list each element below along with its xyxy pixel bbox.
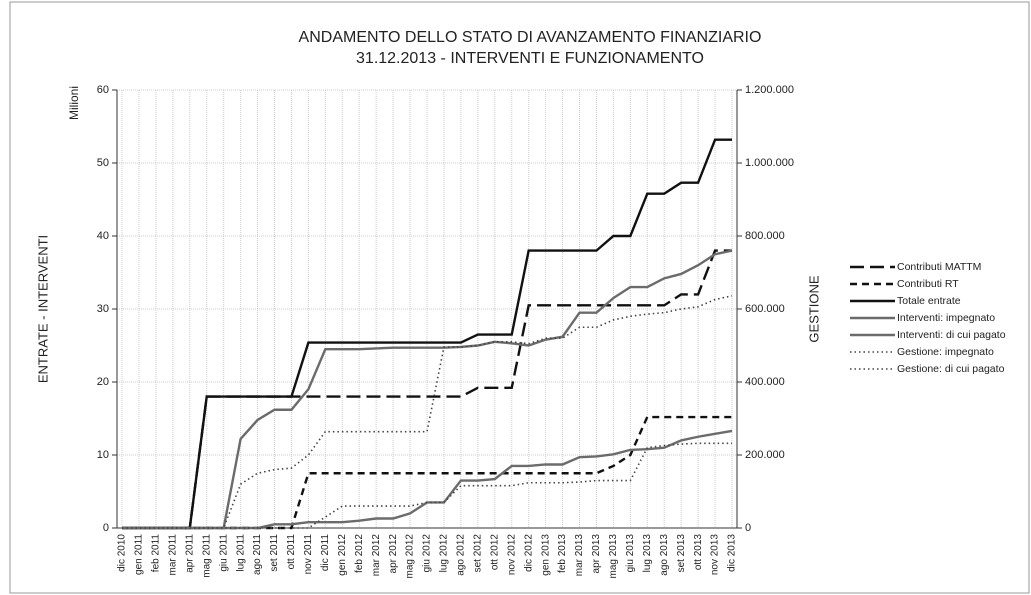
y2-tick-label: 1.000.000 [745,157,794,169]
y-tick-label: 30 [97,303,109,315]
x-tick-label: giu 2011 [218,534,229,572]
x-tick-label: apr 2011 [184,534,195,573]
y-axis-unit: Milioni [67,86,81,120]
y-axis-label: ENTRATE - INTERVENTI [35,235,50,383]
x-tick-label: gen 2013 [540,534,551,576]
series-line [122,429,733,530]
legend-label: Interventi: di cui pagato [897,329,1006,341]
y2-tick-label: 600.000 [745,303,785,315]
y2-axis-label: GESTIONE [806,275,821,343]
x-tick-label: feb 2013 [557,534,568,573]
chart-border [9,1,1030,594]
x-tick-label: dic 2013 [727,534,738,572]
legend-label: Totale entrate [897,295,961,307]
y2-tick-label: 800.000 [745,230,785,242]
x-tick-label: gen 2011 [134,534,145,575]
x-tick-label: nov 2013 [710,534,721,576]
x-tick-label: dic 2011 [320,534,331,572]
x-tick-label: ago 2011 [252,534,263,575]
x-tick-label: apr 2012 [388,534,399,574]
x-tick-label: ott 2011 [286,534,297,570]
x-tick-label: set 2012 [472,534,483,573]
legend-label: Contributi MATTM [897,261,981,273]
y-tick-label: 60 [97,84,109,96]
x-tick-label: ago 2013 [659,534,670,576]
x-tick-label: apr 2013 [591,534,602,574]
x-tick-label: dic 2010 [117,534,128,572]
x-tick-label: mag 2013 [608,534,619,579]
x-tick-label: feb 2011 [151,534,162,573]
series-line [122,442,732,529]
x-tick-label: mag 2011 [201,534,212,578]
x-tick-label: nov 2011 [303,534,314,575]
y-tick-label: 20 [97,376,109,388]
legend-label: Gestione: impegnato [897,346,994,358]
chart-title: 31.12.2013 - INTERVENTI E FUNZIONAMENTO [356,50,704,67]
y-tick-label: 0 [103,522,109,534]
y2-tick-label: 200.000 [745,449,785,461]
x-tick-label: ago 2012 [456,534,467,576]
x-tick-label: giu 2013 [625,534,636,573]
x-tick-label: lug 2013 [642,534,653,573]
y-tick-label: 50 [97,157,109,169]
x-tick-label: ott 2012 [489,534,500,571]
x-tick-label: dic 2012 [523,534,534,572]
y-tick-label: 40 [97,230,109,242]
series-line [122,249,732,530]
x-tick-label: lug 2012 [439,534,450,573]
y-tick-label: 10 [97,449,109,461]
x-tick-label: nov 2012 [506,534,517,576]
legend-label: Interventi: impegnato [897,312,995,324]
x-tick-label: set 2013 [676,534,687,573]
x-tick-label: mar 2011 [167,534,178,576]
legend-label: Gestione: di cui pagato [897,363,1005,375]
x-tick-label: lug 2011 [235,534,246,572]
x-tick-label: mag 2012 [405,534,416,579]
x-tick-label: feb 2012 [354,534,365,573]
x-tick-label: ott 2013 [693,534,704,571]
y2-tick-label: 1.200.000 [745,84,794,96]
chart-title: ANDAMENTO DELLO STATO DI AVANZAMENTO FIN… [299,29,762,46]
x-tick-label: set 2011 [269,534,280,572]
series-line [122,138,732,530]
x-tick-label: mar 2012 [371,534,382,577]
x-tick-label: mar 2013 [574,534,585,577]
y2-tick-label: 0 [745,522,751,534]
y2-tick-label: 400.000 [745,376,785,388]
x-tick-label: gen 2012 [337,534,348,576]
legend-label: Contributi RT [897,278,959,290]
x-tick-label: giu 2012 [422,534,433,573]
